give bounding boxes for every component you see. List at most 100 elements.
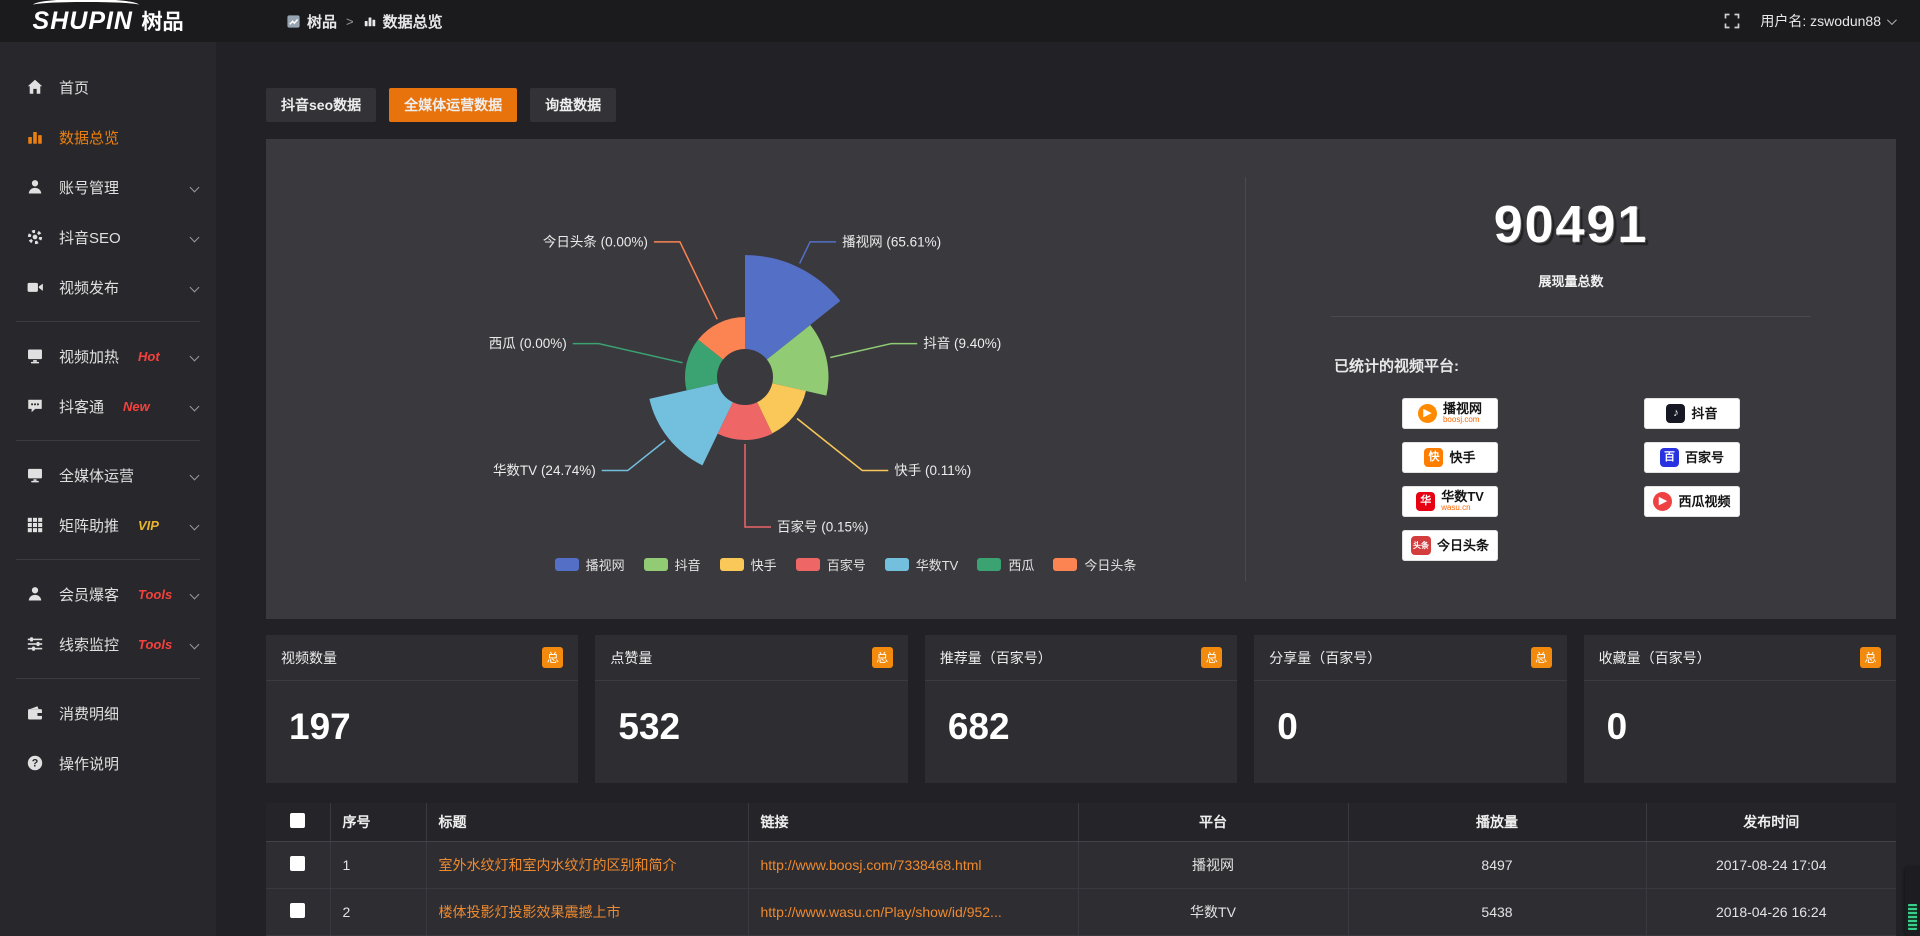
video-url-link[interactable]: http://www.boosj.com/7338468.html xyxy=(760,856,982,873)
video-icon xyxy=(26,278,44,296)
sidebar-item-10[interactable]: 线索监控 Tools xyxy=(0,619,216,669)
legend-item-百家号[interactable]: 百家号 xyxy=(795,555,866,574)
video-url-link[interactable]: http://www.wasu.cn/Play/show/id/952... xyxy=(760,903,1002,920)
pie-slice-华数TV[interactable] xyxy=(649,383,733,466)
col-header-title: 标题 xyxy=(425,803,749,842)
legend-item-西瓜[interactable]: 西瓜 xyxy=(977,555,1034,574)
pie-slice-抖音[interactable] xyxy=(766,324,829,396)
row-checkbox[interactable] xyxy=(290,902,306,918)
stat-value: 532 xyxy=(618,706,681,747)
stat-title: 分享量（百家号） xyxy=(1269,649,1382,666)
legend-item-播视网[interactable]: 播视网 xyxy=(554,555,625,574)
logo-text-en: SHUPIN xyxy=(32,7,133,35)
legend-label: 今日头条 xyxy=(1084,558,1137,573)
heat-icon xyxy=(26,347,44,365)
sidebar-item-4[interactable]: 视频发布 xyxy=(0,262,216,312)
breadcrumb-item-home[interactable]: 树品 xyxy=(286,11,337,32)
wallet-icon xyxy=(26,704,44,722)
tab-douyin-seo[interactable]: 抖音seo数据 xyxy=(266,88,377,122)
pie-label: 百家号 (0.15%) xyxy=(777,519,869,535)
legend-item-华数TV[interactable]: 华数TV xyxy=(884,555,958,574)
sidebar-divider xyxy=(16,678,200,679)
pie-label-line xyxy=(601,440,666,472)
impressions-total: 90491 xyxy=(1493,196,1649,254)
video-title-link[interactable]: 室外水纹灯和室内水纹灯的区别和简介 xyxy=(438,856,677,873)
legend-label: 抖音 xyxy=(674,558,701,573)
sidebar-item-12[interactable]: ? 操作说明 xyxy=(0,738,216,788)
stat-value: 682 xyxy=(947,706,1010,747)
sidebar-item-1[interactable]: 数据总览 xyxy=(0,112,216,162)
chevron-down-icon xyxy=(189,401,200,411)
tab-omnimedia[interactable]: 全媒体运营数据 xyxy=(389,88,518,122)
pie-label-line xyxy=(744,443,771,528)
sidebar: 首页 数据总览账号管理抖音SEO 视频发布视频加热 Hot 抖客通 New 全媒体运营矩阵助… xyxy=(0,42,216,936)
videos-table: 序号 标题 链接 平台 播放量 发布时间 1 室外水纹灯和室内水纹灯的区别和简介… xyxy=(266,803,1896,936)
legend-swatch xyxy=(795,558,820,571)
pie-slice-今日头条[interactable] xyxy=(698,317,745,360)
pie-slice-播视网[interactable] xyxy=(745,255,841,360)
logo-text-cn: 树品 xyxy=(141,11,184,34)
col-header-plays: 播放量 xyxy=(1347,803,1647,842)
legend-item-抖音[interactable]: 抖音 xyxy=(643,555,701,574)
top-bar: SHUPIN 树品 树品 > 数据总览 用户名: zswodun88 xyxy=(0,0,1920,42)
chevron-down-icon xyxy=(189,282,200,292)
sidebar-item-3[interactable]: 抖音SEO xyxy=(0,212,216,262)
sidebar-item-2[interactable]: 账号管理 xyxy=(0,162,216,212)
breadcrumb: 树品 > 数据总览 xyxy=(286,11,443,32)
legend-item-快手[interactable]: 快手 xyxy=(719,555,777,574)
sidebar-item-badge: VIP xyxy=(138,517,159,533)
main-content: 抖音seo数据 全媒体运营数据 询盘数据 播视网 (65.61%) 抖音 (9.4… xyxy=(216,42,1920,936)
app-logo[interactable]: SHUPIN 树品 xyxy=(0,0,216,36)
legend-item-今日头条[interactable]: 今日头条 xyxy=(1053,555,1136,574)
pie-label: 华数TV (24.74%) xyxy=(493,463,596,478)
pie-slice-百家号[interactable] xyxy=(717,402,773,440)
sidebar-item-8[interactable]: 矩阵助推 VIP xyxy=(0,500,216,550)
sidebar-item-label: 矩阵助推 xyxy=(59,517,120,535)
chevron-down-icon xyxy=(189,182,200,192)
platform-domain: boosj.com xyxy=(1442,414,1480,424)
impressions-total-label: 展现量总数 xyxy=(1538,274,1604,289)
stat-title: 视频数量 xyxy=(281,649,337,666)
platform-share-chart: 播视网 (65.61%) 抖音 (9.40%) 快手 (0.11%) 百家号 (0.1… xyxy=(266,139,1245,619)
sidebar-item-5[interactable]: 视频加热 Hot xyxy=(0,331,216,381)
sidebar-item-badge: Tools xyxy=(138,586,173,602)
pie-slice-快手[interactable] xyxy=(757,383,806,434)
快手-logo-icon: 快 xyxy=(1424,448,1444,467)
sidebar-item-7[interactable]: 全媒体运营 xyxy=(0,450,216,500)
sidebar-item-6[interactable]: 抖客通 New xyxy=(0,381,216,431)
pie-label-line xyxy=(796,417,889,472)
sidebar-item-label: 线索监控 xyxy=(59,636,120,654)
cell-platform: 华数TV xyxy=(1077,888,1349,936)
breadcrumb-item-current[interactable]: 数据总览 xyxy=(363,11,443,32)
fullscreen-button[interactable] xyxy=(1724,13,1740,29)
cell-time: 2018-04-26 16:24 xyxy=(1645,888,1896,936)
sidebar-item-label: 全媒体运营 xyxy=(59,467,135,485)
sidebar-item-11[interactable]: 消费明细 xyxy=(0,688,216,738)
platform-badge-grid: ▶ 播视网 boosj.com ♪ 抖音快快手 百百家号华华数TV wasu.cn ▶ 西瓜视频… xyxy=(1256,398,1886,561)
video-title-link[interactable]: 楼体投影灯投影效果震撼上市 xyxy=(438,903,621,920)
grid-icon xyxy=(26,516,44,534)
logo-arc-decoration xyxy=(32,0,139,11)
bar-chart-icon xyxy=(363,14,377,28)
legend-label: 西瓜 xyxy=(1008,558,1035,573)
videos-table-panel: 序号 标题 链接 平台 播放量 发布时间 1 室外水纹灯和室内水纹灯的区别和简介… xyxy=(266,803,1896,936)
sidebar-item-label: 账号管理 xyxy=(59,179,120,197)
pie-slice-西瓜[interactable] xyxy=(685,339,724,391)
floating-widget[interactable] xyxy=(1905,866,1920,936)
sidebar-item-label: 消费明细 xyxy=(59,705,120,723)
sidebar-item-9[interactable]: 会员爆客 Tools xyxy=(0,569,216,619)
monitor-icon xyxy=(26,466,44,484)
row-checkbox[interactable] xyxy=(290,855,306,871)
sidebar-item-0[interactable]: 首页 xyxy=(0,62,216,112)
pie-label: 今日头条 (0.00%) xyxy=(543,233,648,249)
sidebar-item-badge: Hot xyxy=(138,348,160,364)
chat-icon xyxy=(26,397,44,415)
legend-label: 快手 xyxy=(750,558,777,573)
sidebar-item-label: 视频发布 xyxy=(59,279,120,297)
widget-stripes-decoration xyxy=(1908,904,1917,930)
col-header-link: 链接 xyxy=(747,803,1079,842)
tab-inquiry[interactable]: 询盘数据 xyxy=(530,88,617,122)
total-badge: 总 xyxy=(542,647,564,668)
select-all-checkbox[interactable] xyxy=(290,812,306,828)
user-menu[interactable]: 用户名: zswodun88 xyxy=(1760,11,1897,31)
